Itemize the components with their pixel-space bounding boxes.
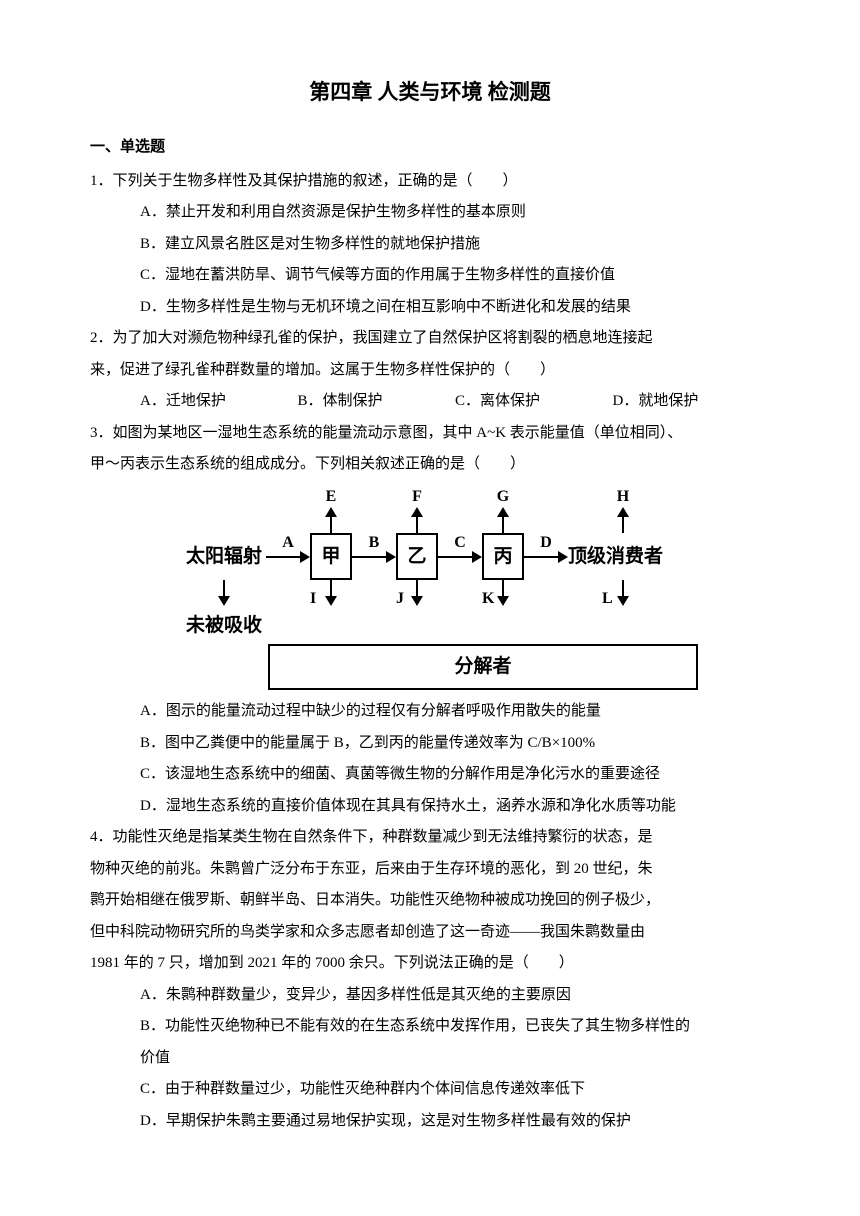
label-a: A bbox=[282, 526, 294, 560]
q4-stem-2: 物种灭绝的前兆。朱鹮曾广泛分布于东亚，后来由于生存环境的恶化，到 20 世纪，朱 bbox=[90, 854, 770, 886]
q2-opt-d: D．就地保护 bbox=[613, 386, 771, 418]
label-d: D bbox=[540, 526, 552, 560]
q3-opt-b: B．图中乙粪便中的能量属于 B，乙到丙的能量传递效率为 C/B×100% bbox=[140, 728, 770, 760]
label-c: C bbox=[454, 526, 466, 560]
page-title: 第四章 人类与环境 检测题 bbox=[90, 70, 770, 114]
node-yi: 乙 bbox=[396, 533, 438, 581]
q1-stem: 1．下列关于生物多样性及其保护措施的叙述，正确的是（ ） bbox=[90, 166, 770, 198]
q4-opt-b2: 价值 bbox=[140, 1043, 770, 1075]
arrow-down-icon bbox=[410, 580, 424, 606]
arrow-right-icon: B bbox=[352, 546, 396, 568]
q1-opt-c: C．湿地在蓄洪防旱、调节气候等方面的作用属于生物多样性的直接价值 bbox=[140, 260, 770, 292]
label-j: J bbox=[396, 582, 404, 616]
arrow-right-icon: A bbox=[266, 546, 310, 568]
label-i: I bbox=[310, 582, 316, 616]
q3-stem-1: 3．如图为某地区一湿地生态系统的能量流动示意图，其中 A~K 表示能量值（单位相… bbox=[90, 418, 770, 450]
arrow-up-icon bbox=[496, 507, 510, 533]
q3-opt-c: C．该湿地生态系统中的细菌、真菌等微生物的分解作用是净化污水的重要途径 bbox=[140, 759, 770, 791]
node-top-consumer: 顶级消费者 bbox=[568, 537, 678, 577]
q1-opt-d: D．生物多样性是生物与无机环境之间在相互影响中不断进化和发展的结果 bbox=[140, 292, 770, 324]
node-unabsorbed: 未被吸收 bbox=[186, 606, 262, 646]
q4-stem-5: 1981 年的 7 只，增加到 2021 年的 7000 余只。下列说法正确的是… bbox=[90, 948, 770, 980]
label-b: B bbox=[369, 526, 380, 560]
arrow-up-icon bbox=[410, 507, 424, 533]
q3-stem-2: 甲～丙表示生态系统的组成成分。下列相关叙述正确的是（ ） bbox=[90, 449, 770, 481]
arrow-up-icon bbox=[616, 507, 630, 533]
q2-opt-c: C．离体保护 bbox=[455, 386, 613, 418]
q1-opt-b: B．建立风景名胜区是对生物多样性的就地保护措施 bbox=[140, 229, 770, 261]
q4-stem-3: 鹮开始相继在俄罗斯、朝鲜半岛、日本消失。功能性灭绝物种被成功挽回的例子极少， bbox=[90, 885, 770, 917]
label-g: G bbox=[497, 489, 509, 505]
q3-opt-a: A．图示的能量流动过程中缺少的过程仅有分解者呼吸作用散失的能量 bbox=[140, 696, 770, 728]
q4-opt-a: A．朱鹮种群数量少，变异少，基因多样性低是其灭绝的主要原因 bbox=[140, 980, 770, 1012]
q4-stem-1: 4．功能性灭绝是指某类生物在自然条件下，种群数量减少到无法维持繁衍的状态，是 bbox=[90, 822, 770, 854]
arrow-down-icon bbox=[616, 580, 630, 606]
arrow-right-icon: D bbox=[524, 546, 568, 568]
arrow-up-icon bbox=[324, 507, 338, 533]
arrow-down-icon bbox=[496, 580, 510, 606]
node-sun: 太阳辐射 bbox=[186, 537, 262, 577]
energy-flow-diagram: E F G H 太阳辐射 A 甲 bbox=[90, 489, 770, 691]
label-e: E bbox=[326, 489, 337, 505]
arrow-down-icon bbox=[217, 580, 231, 606]
label-f: F bbox=[412, 489, 422, 505]
q3-opt-d: D．湿地生态系统的直接价值体现在其具有保持水土，涵养水源和净化水质等功能 bbox=[140, 791, 770, 823]
node-decomposer: 分解者 bbox=[268, 644, 698, 690]
q4-stem-4: 但中科院动物研究所的鸟类学家和众多志愿者却创造了这一奇迹——我国朱鹮数量由 bbox=[90, 917, 770, 949]
q4-opt-b1: B．功能性灭绝物种已不能有效的在生态系统中发挥作用，已丧失了其生物多样性的 bbox=[140, 1011, 770, 1043]
q4-opt-c: C．由于种群数量过少，功能性灭绝种群内个体间信息传递效率低下 bbox=[140, 1074, 770, 1106]
q2-opt-a: A．迁地保护 bbox=[140, 386, 298, 418]
label-k: K bbox=[482, 582, 494, 616]
section-header: 一、单选题 bbox=[90, 132, 770, 164]
q4-opt-d: D．早期保护朱鹮主要通过易地保护实现，这是对生物多样性最有效的保护 bbox=[140, 1106, 770, 1138]
q2-options: A．迁地保护 B．体制保护 C．离体保护 D．就地保护 bbox=[90, 386, 770, 418]
arrow-down-icon bbox=[324, 580, 338, 606]
node-bing: 丙 bbox=[482, 533, 524, 581]
arrow-right-icon: C bbox=[438, 546, 482, 568]
node-jia: 甲 bbox=[310, 533, 352, 581]
q2-stem-1: 2．为了加大对濒危物种绿孔雀的保护，我国建立了自然保护区将割裂的栖息地连接起 bbox=[90, 323, 770, 355]
q2-stem-2: 来，促进了绿孔雀种群数量的增加。这属于生物多样性保护的（ ） bbox=[90, 355, 770, 387]
q2-opt-b: B．体制保护 bbox=[298, 386, 456, 418]
label-l: L bbox=[602, 582, 613, 616]
label-h: H bbox=[617, 489, 629, 505]
q1-opt-a: A．禁止开发和利用自然资源是保护生物多样性的基本原则 bbox=[140, 197, 770, 229]
